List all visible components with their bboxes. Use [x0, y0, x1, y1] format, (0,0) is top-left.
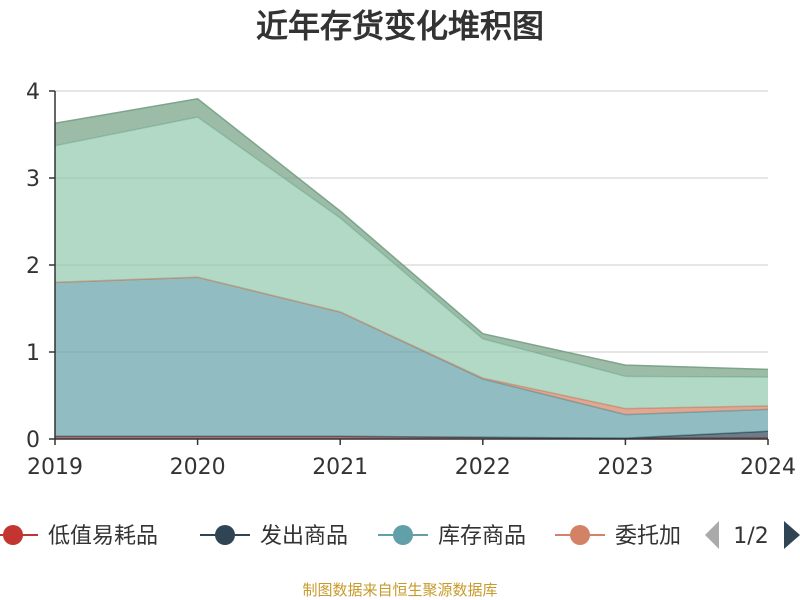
area-库存商品: [55, 277, 768, 439]
legend-prev-page-icon[interactable]: [705, 521, 719, 549]
legend-item[interactable]: 库存商品: [378, 524, 526, 549]
legend-item[interactable]: 低值易耗品: [0, 524, 158, 549]
area-原材料: [55, 117, 768, 409]
area-发出商品: [55, 431, 768, 439]
y-tick-label: 0: [26, 428, 40, 453]
legend-marker-dot: [3, 525, 23, 545]
legend-item[interactable]: 发出商品: [200, 524, 348, 549]
x-tick-label: 2021: [312, 455, 368, 480]
source-note: 制图数据来自恒生聚源数据库: [302, 581, 497, 599]
legend-label: 发出商品: [260, 524, 348, 549]
x-tick-label: 2020: [170, 455, 226, 480]
legend: 低值易耗品 发出商品 库存商品 委托加: [0, 524, 681, 549]
y-tick-label: 2: [26, 254, 40, 279]
y-tick-label: 4: [26, 80, 40, 105]
x-tick-label: 2023: [597, 455, 653, 480]
legend-next-page-icon[interactable]: [784, 521, 800, 549]
legend-item[interactable]: 委托加: [555, 524, 681, 549]
legend-marker-dot: [215, 525, 235, 545]
x-tick-label: 2022: [455, 455, 511, 480]
x-tick-label: 2019: [27, 455, 83, 480]
legend-label: 库存商品: [438, 524, 526, 549]
legend-page-label: 1/2: [733, 524, 768, 549]
y-tick-label: 3: [26, 167, 40, 192]
legend-label: 低值易耗品: [48, 524, 158, 549]
chart-title: 近年存货变化堆积图: [256, 7, 544, 45]
legend-label: 委托加: [615, 524, 681, 549]
legend-marker-dot: [570, 525, 590, 545]
legend-pager: 1/2: [705, 521, 800, 549]
y-tick-labels: 0 1 2 3 4: [26, 80, 40, 453]
x-tick-labels: 2019 2020 2021 2022 2023 2024: [27, 455, 796, 480]
area-在产品: [55, 98, 768, 378]
axes: [49, 90, 769, 445]
x-tick-label: 2024: [740, 455, 796, 480]
series-line-在产品: [54, 98, 769, 371]
y-tick-label: 1: [26, 341, 40, 366]
area-series-group: [54, 98, 769, 439]
legend-marker-dot: [393, 525, 413, 545]
